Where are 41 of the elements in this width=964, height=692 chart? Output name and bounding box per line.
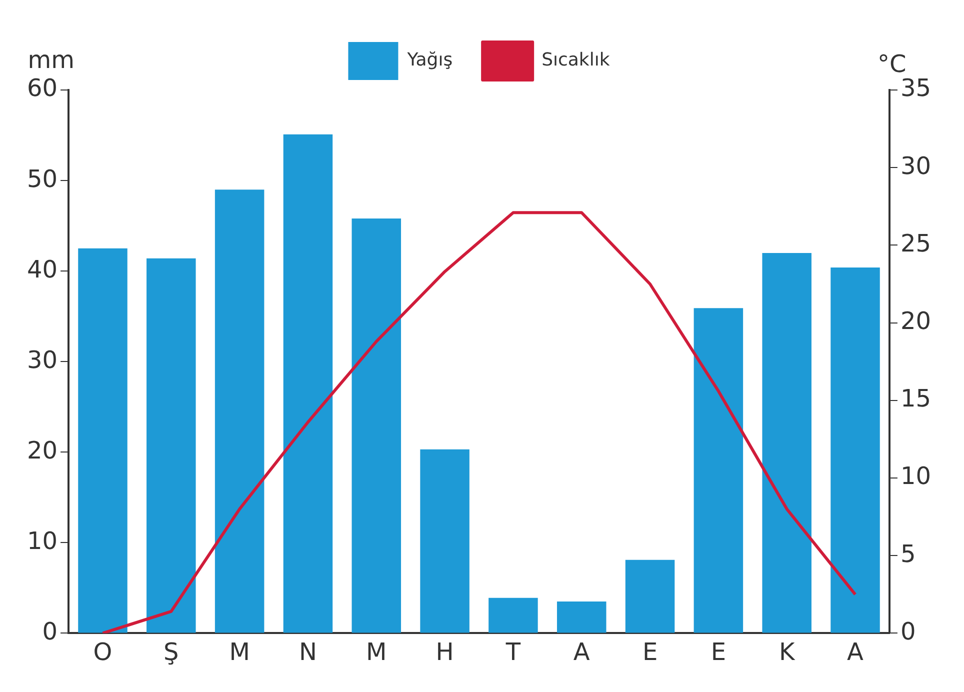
y2-tick-label: 5 [900, 540, 916, 568]
y-tick-label: 30 [26, 346, 58, 374]
x-tick-label: O [93, 638, 112, 666]
x-tick-label: E [642, 638, 658, 666]
y2-tick-label: 25 [900, 229, 932, 258]
y-tick-label: 10 [26, 526, 58, 555]
y-tick-label: 20 [26, 436, 58, 464]
bar [283, 134, 333, 633]
bar [78, 248, 128, 633]
x-tick-label: K [778, 638, 796, 666]
y-tick-label: 50 [26, 164, 58, 193]
bar [214, 190, 264, 633]
legend-label: Sıcaklık [542, 50, 610, 71]
y2-tick-label: 30 [900, 152, 932, 180]
y2-tick-label: 15 [900, 384, 932, 413]
legend-label: Yağış [406, 50, 453, 71]
x-tick-label: Ş [164, 638, 179, 666]
bar [762, 252, 812, 633]
bar [694, 308, 744, 633]
x-tick-label: N [299, 638, 317, 666]
x-tick-label: A [573, 638, 590, 666]
y2-tick-label: 0 [900, 617, 916, 646]
y-tick-label: 60 [26, 74, 58, 102]
y2-tick-label: 20 [900, 307, 932, 336]
x-tick-label: T [504, 638, 521, 666]
x-tick-label: E [710, 638, 726, 666]
bar [556, 602, 606, 633]
y-tick-label: 0 [42, 617, 58, 646]
x-tick-label: A [847, 638, 864, 666]
x-tick-label: H [436, 638, 454, 666]
y-tick-label: 40 [26, 255, 58, 284]
x-tick-label: M [366, 638, 387, 666]
bar [146, 258, 196, 633]
bar [420, 449, 470, 633]
y2-tick-label: 10 [900, 462, 932, 490]
bar [352, 218, 402, 633]
bar [488, 598, 538, 633]
y-axis-title: mm [28, 46, 75, 74]
x-tick-label: M [229, 638, 250, 666]
bar [625, 560, 675, 633]
bar [830, 267, 880, 633]
